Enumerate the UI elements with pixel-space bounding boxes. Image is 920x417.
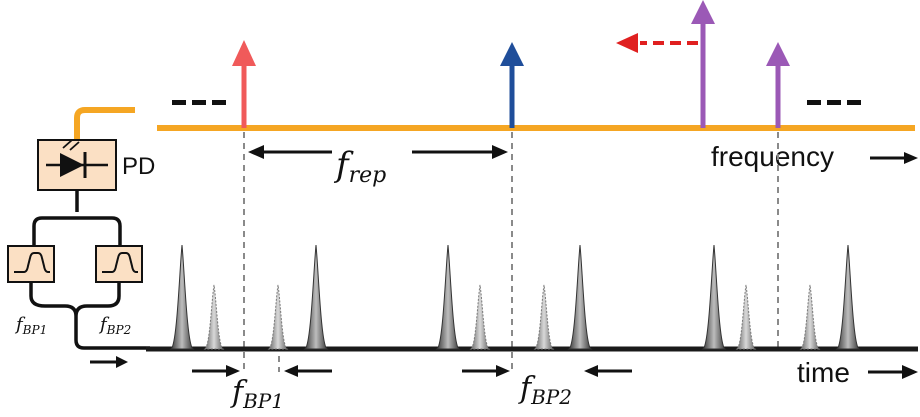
combiner-wires: [29, 282, 150, 350]
f-rep-arrow: [248, 145, 508, 159]
pulse-light: [469, 284, 491, 350]
pulse-train: [169, 244, 861, 350]
pulse-light: [799, 284, 821, 350]
comb-line-blue: [500, 42, 524, 128]
frequency-label: frequency: [711, 141, 834, 172]
bandpass-filter-icon: [14, 252, 50, 273]
f-bp2-arrows: [462, 365, 632, 377]
left-bp2-label: fBP2: [98, 314, 131, 337]
f-bp2-label: fBP2: [518, 371, 572, 409]
bandpass-filter-1: [7, 245, 55, 283]
pulse-dark: [435, 244, 461, 350]
fiber-line: [74, 107, 135, 150]
pulse-dark: [567, 244, 593, 350]
shift-arrow-dashed: [616, 33, 698, 53]
bandpass-filter-icon: [102, 252, 138, 273]
f-rep-label: frep: [333, 145, 386, 188]
comb-line-red: [232, 40, 256, 128]
pd-label: PD: [122, 153, 155, 180]
time-arrow: [868, 365, 918, 379]
pulse-light: [533, 284, 555, 350]
splitter-wires: [32, 190, 122, 246]
pulse-light: [735, 284, 757, 350]
comb-line-purple-tall: [691, 0, 715, 128]
ellipsis-right: [807, 100, 861, 105]
comb-line-purple: [766, 42, 790, 128]
pulse-dark: [701, 244, 727, 350]
photodiode-icon: [46, 139, 108, 178]
pulse-dark: [303, 244, 329, 350]
frequency-arrow: [870, 152, 918, 164]
pulse-dark: [835, 244, 861, 350]
time-label: time: [797, 357, 850, 388]
pulse-light: [203, 284, 225, 350]
output-arrow: [90, 356, 128, 368]
ellipsis-left: [172, 100, 226, 105]
left-bp1-label: fBP1: [14, 314, 47, 337]
guide-lines: [243, 132, 779, 372]
f-bp1-arrows: [192, 365, 332, 377]
pulse-light: [267, 284, 289, 350]
bandpass-filter-2: [95, 245, 143, 283]
pulse-dark: [169, 244, 195, 350]
f-bp1-label: fBP1: [230, 375, 284, 412]
